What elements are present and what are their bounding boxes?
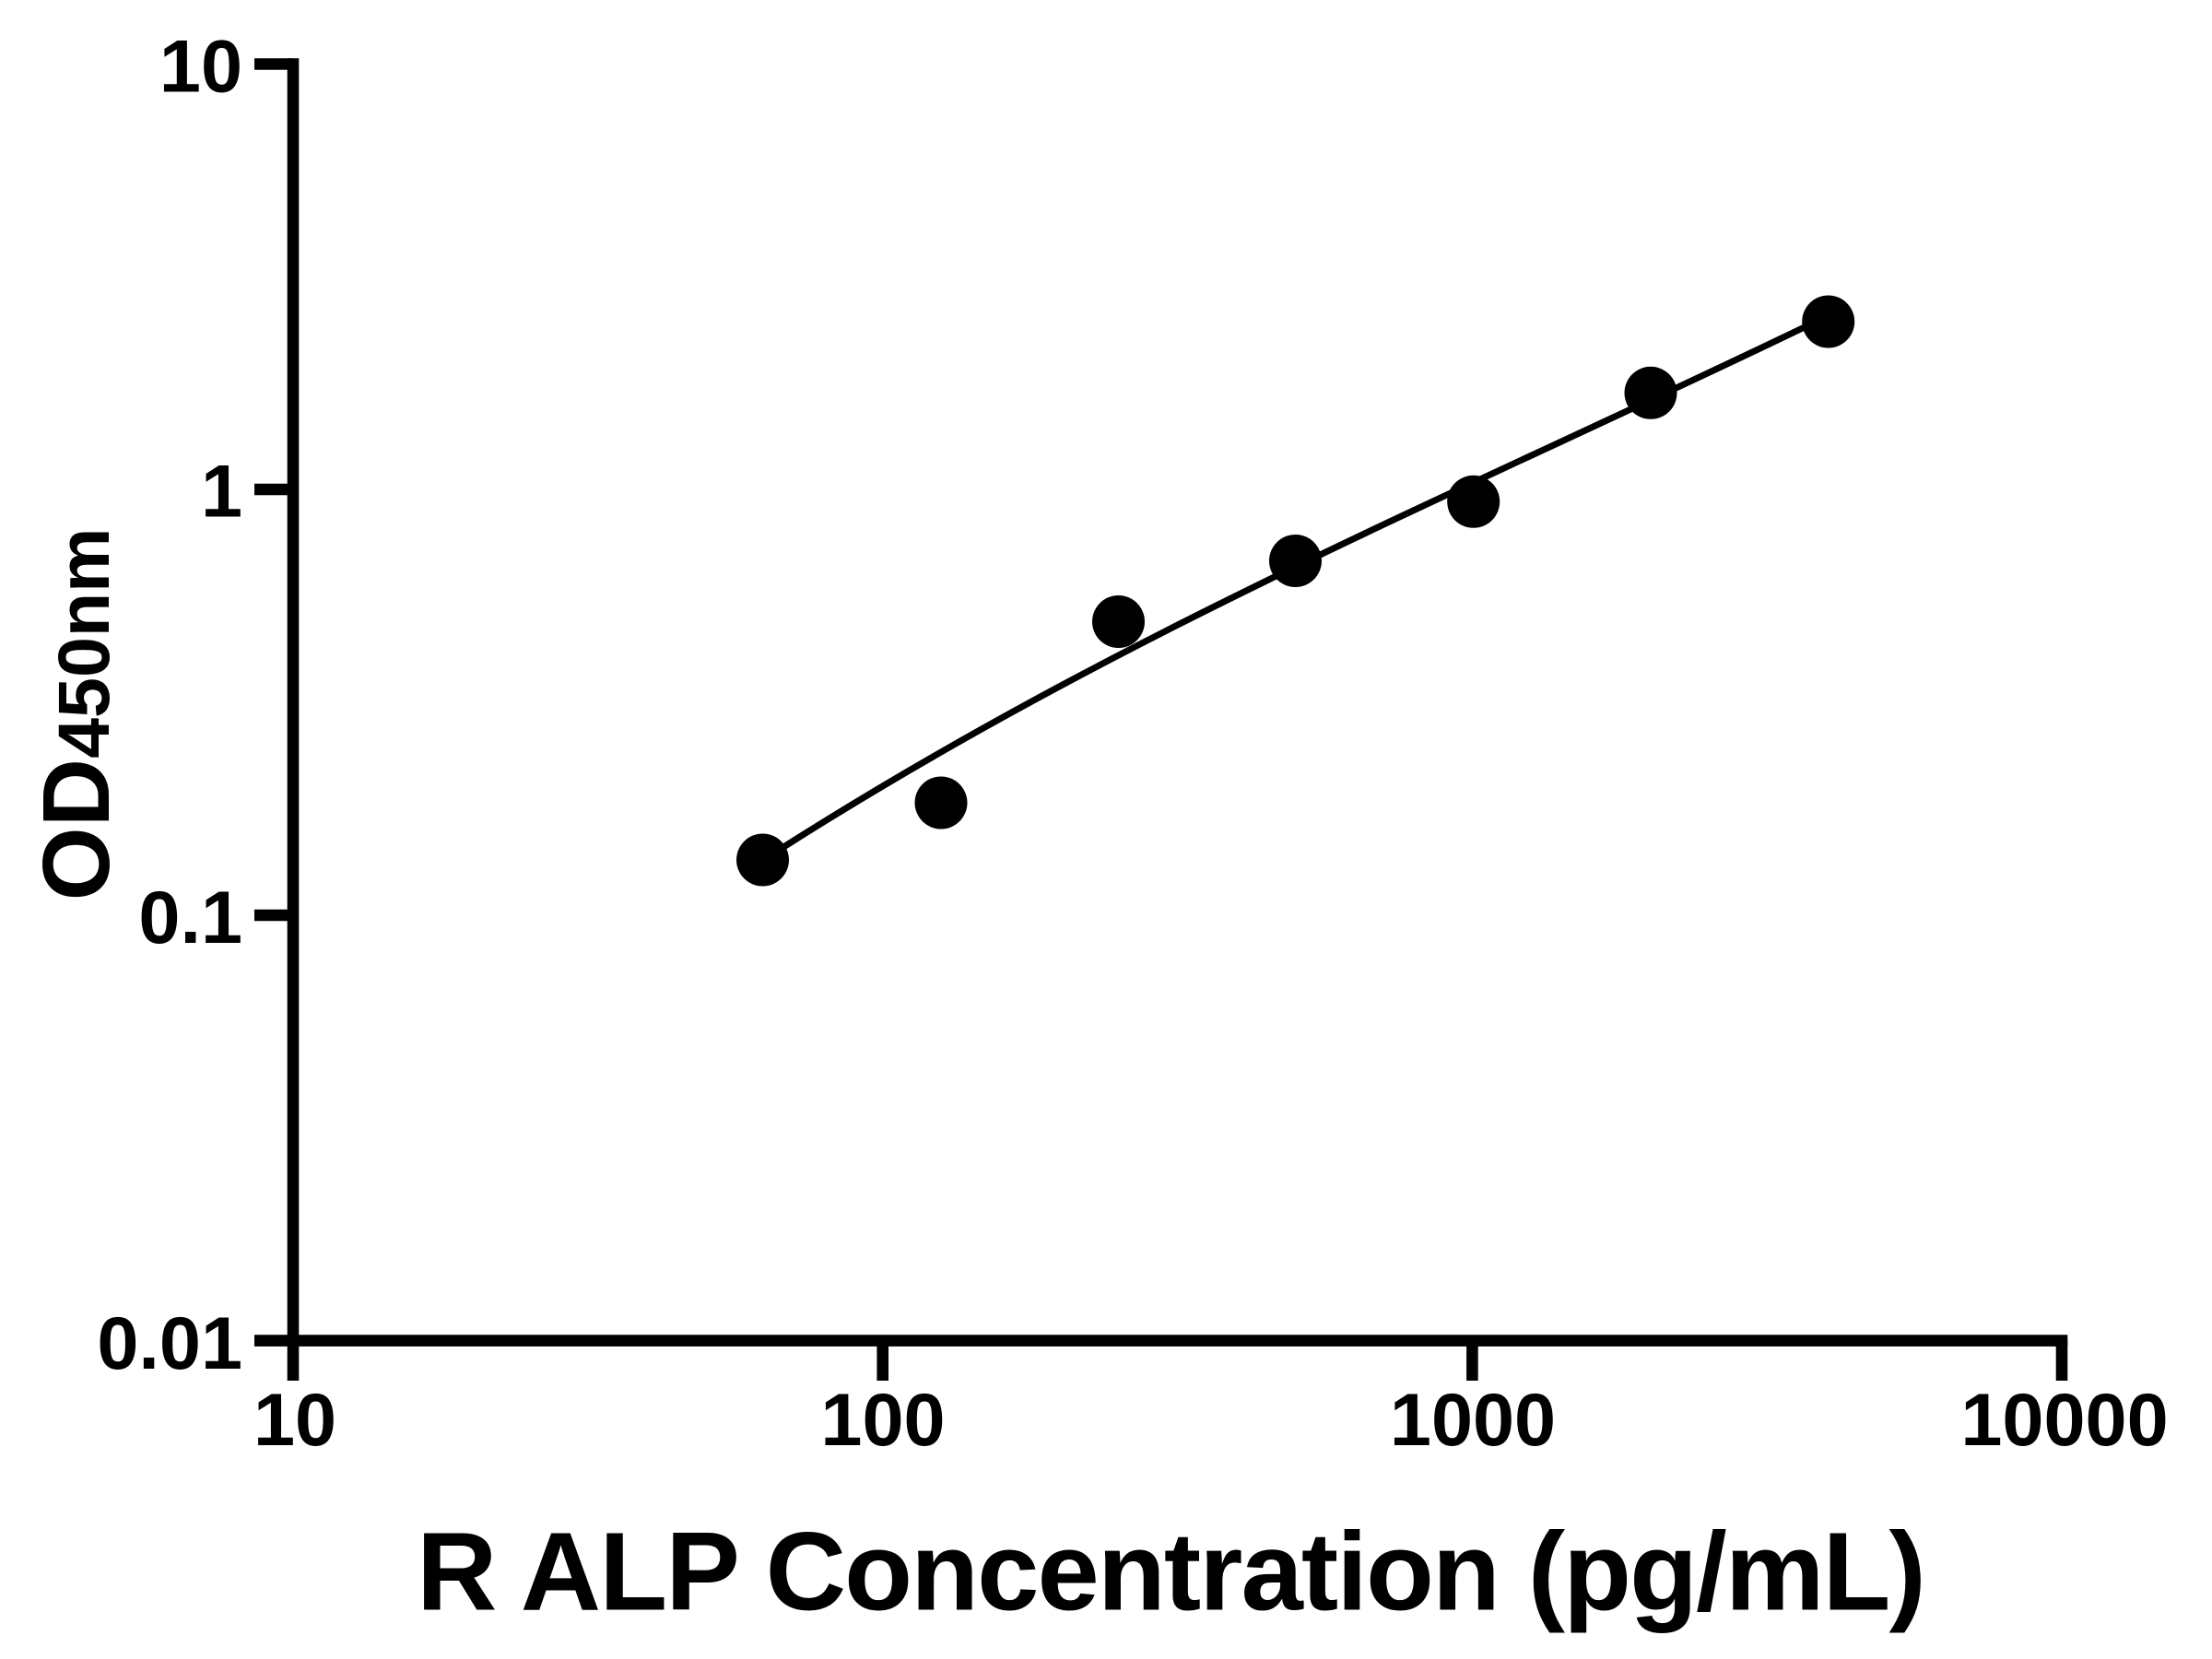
svg-text:10: 10 <box>159 26 242 109</box>
svg-text:0.1: 0.1 <box>138 877 242 959</box>
svg-text:100: 100 <box>820 1379 945 1462</box>
svg-text:0.01: 0.01 <box>97 1302 242 1385</box>
svg-text:10: 10 <box>253 1379 336 1462</box>
svg-text:1000: 1000 <box>1390 1379 1556 1462</box>
svg-text:10000: 10000 <box>1960 1379 2168 1462</box>
svg-text:R ALP Concentration (pg/mL): R ALP Concentration (pg/mL) <box>417 1509 1924 1634</box>
svg-text:1: 1 <box>201 451 242 534</box>
